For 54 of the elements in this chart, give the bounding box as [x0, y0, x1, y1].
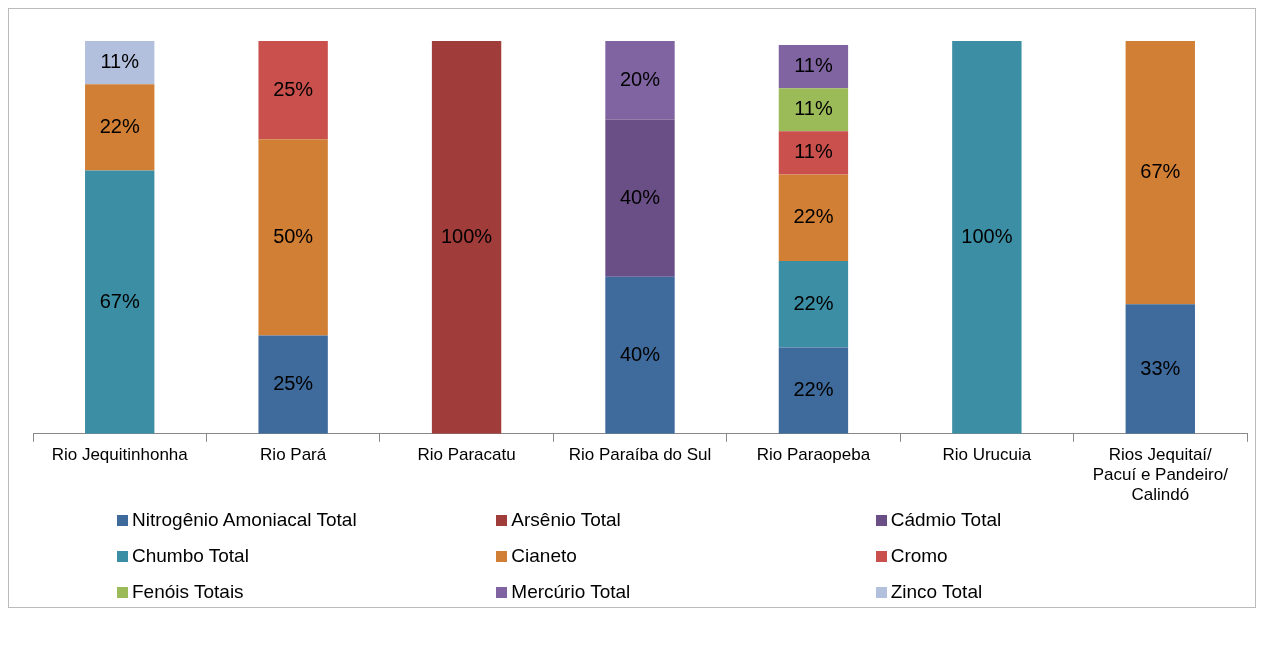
bar	[778, 347, 849, 434]
x-tick-label: Rio Jequitinhonha	[51, 444, 189, 464]
x-tick-label: Rio Pará	[260, 444, 327, 464]
data-label: 67%	[99, 289, 140, 312]
data-label: 25%	[273, 372, 314, 395]
legend-label: Cádmio Total	[890, 509, 1002, 531]
bar	[85, 41, 155, 85]
data-label: 25%	[273, 77, 314, 100]
data-label: 20%	[619, 67, 661, 90]
bar	[778, 260, 849, 348]
data-label: 40%	[619, 342, 661, 365]
data-label: 11%	[794, 54, 833, 77]
data-label: 100%	[440, 224, 493, 247]
bar	[778, 174, 849, 261]
bar	[258, 41, 328, 140]
legend-label: Chumbo Total	[132, 545, 249, 567]
legend-label: Cromo	[890, 545, 948, 567]
bar	[778, 88, 849, 132]
bar	[258, 335, 328, 434]
data-label: 33%	[1140, 356, 1181, 379]
data-label: 22%	[793, 378, 834, 401]
bar	[605, 41, 675, 120]
legend-label: Cianeto	[511, 545, 577, 567]
bar	[258, 139, 328, 336]
data-label: 11%	[100, 50, 140, 73]
x-tick-label: Rio Paraopeba	[756, 444, 871, 464]
data-label: 40%	[619, 185, 661, 208]
data-label: 22%	[793, 205, 834, 228]
bar	[85, 170, 155, 434]
bar	[605, 276, 675, 434]
data-label: 11%	[794, 97, 833, 120]
legend-label: Mercúrio Total	[511, 581, 631, 603]
legend-label: Fenóis Totais	[132, 581, 244, 603]
data-label: 11%	[794, 140, 833, 163]
x-tick-label: Rio Paraíba do Sul	[568, 444, 712, 464]
data-label: 22%	[793, 291, 834, 314]
bar	[1125, 304, 1195, 434]
bar	[952, 41, 1022, 434]
legend-label: Zinco Total	[890, 581, 983, 603]
bar	[431, 41, 502, 434]
x-tick-label: Rio Paracatu	[417, 444, 516, 464]
bar	[778, 131, 849, 175]
legend-label: Nitrogênio Amoniacal Total	[132, 509, 357, 531]
legend-label: Arsênio Total	[511, 509, 621, 531]
data-label: 67%	[1140, 160, 1181, 183]
bar	[1125, 41, 1195, 305]
bar	[605, 119, 675, 277]
data-label: 22%	[99, 114, 140, 137]
data-label: 100%	[961, 224, 1013, 247]
x-tick-label: Rios Jequitaí/ Pacuí e Pandeiro/ Calindó	[1092, 444, 1229, 505]
x-tick-label: Rio Urucuia	[942, 444, 1032, 464]
data-label: 50%	[273, 224, 314, 247]
bar	[778, 44, 849, 89]
bar	[85, 84, 155, 171]
